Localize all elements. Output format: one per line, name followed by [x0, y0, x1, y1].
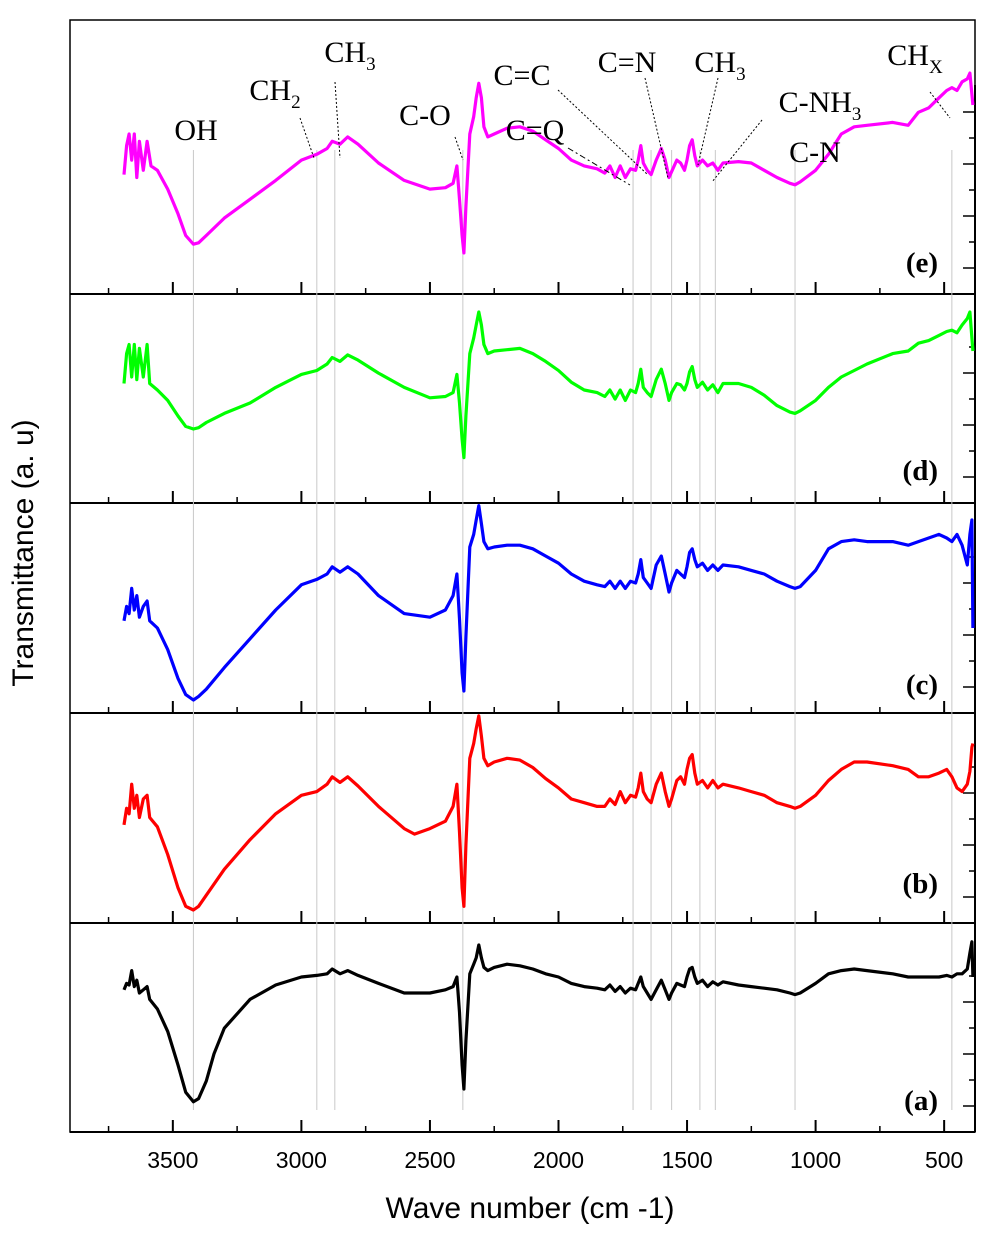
peak-leader: [567, 147, 631, 186]
panel-label: (e): [906, 247, 938, 279]
x-axis-label: Wave number (cm -1): [386, 1192, 675, 1225]
peak-label-subscript: X: [929, 57, 943, 78]
peak-label-subscript: 3: [366, 54, 376, 75]
peak-label-subscript: 3: [736, 64, 746, 85]
peak-label: C=C: [494, 59, 551, 92]
spectrum-line-b: [122, 714, 975, 912]
spectrum-line-d: [122, 310, 975, 460]
x-tick-label: 1500: [661, 1147, 712, 1173]
peak-label-subscript: 2: [291, 92, 301, 113]
peak-label: C-O: [399, 99, 451, 132]
peak-label: CH3: [324, 36, 375, 75]
panel-labels: (e) (d) (c) (b) (a): [903, 247, 938, 1117]
peak-leader: [454, 136, 464, 161]
panel-label: (d): [903, 455, 938, 487]
spectra: [122, 71, 975, 1104]
peak-label: CH3: [694, 46, 745, 85]
x-axis: 3500 3000 2500 2000 1500 1000 500: [147, 1147, 963, 1173]
panel-label: (a): [904, 1085, 938, 1117]
peak-label: C-NH3: [779, 86, 862, 125]
peak-leader: [697, 77, 719, 166]
x-tick-label: 1000: [790, 1147, 841, 1173]
x-tick-label: 2500: [404, 1147, 455, 1173]
y-axis-label: Transmittance (a. u): [7, 419, 40, 686]
panel-label: (c): [906, 669, 938, 701]
peak-label: CH2: [249, 74, 300, 113]
peak-leader: [557, 89, 649, 176]
peak-label-subscript: 3: [852, 104, 862, 125]
x-tick-label: 2000: [533, 1147, 584, 1173]
chart-frame: [69, 19, 976, 1133]
reference-lines: [192, 150, 953, 1110]
panel-label: (b): [903, 868, 938, 900]
peak-leader: [711, 119, 763, 183]
peak-label: OH: [174, 114, 217, 147]
peak-leader: [299, 117, 315, 159]
peak-annotations: OH CH2 CH3 C-O C=Q C=C C=N CH3 C-NH3 C-N CHX: [174, 36, 951, 186]
peak-leader: [334, 81, 341, 159]
x-tick-label: 500: [925, 1147, 963, 1173]
peak-leader: [929, 91, 951, 119]
spectrum-line-c: [122, 504, 975, 702]
peak-label: C=Q: [506, 114, 565, 147]
peak-label: C=N: [598, 46, 657, 79]
x-tick-label: 3000: [276, 1147, 327, 1173]
spectrum-line-e: [122, 71, 975, 255]
peak-leader: [644, 77, 669, 179]
peak-label: C-N: [789, 136, 841, 169]
spectrum-line-a: [122, 940, 975, 1104]
x-tick-label: 3500: [147, 1147, 198, 1173]
peak-label: CHX: [887, 39, 943, 78]
